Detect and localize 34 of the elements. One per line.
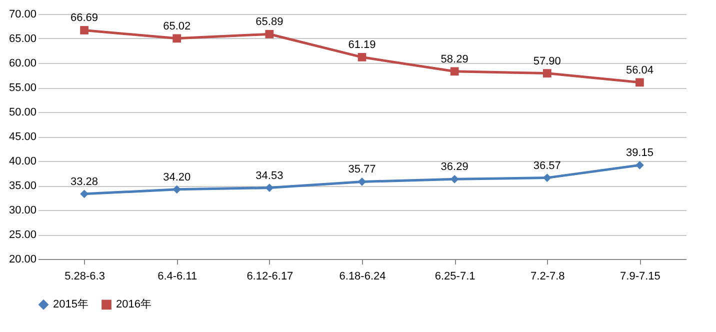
y-tick-label: 50.00 (8, 106, 36, 118)
data-label: 65.89 (256, 16, 284, 28)
data-label: 36.29 (440, 161, 468, 174)
y-tick-label: 45.00 (8, 131, 36, 143)
y-tick-label: 70.00 (8, 8, 36, 20)
y-tick-label: 40.00 (8, 156, 36, 168)
y-tick-label: 55.00 (8, 82, 36, 94)
y-tick-label: 35.00 (8, 180, 36, 192)
data-label: 58.29 (440, 53, 468, 66)
data-label: 33.28 (70, 176, 98, 188)
data-label: 56.04 (626, 64, 654, 76)
y-tick-label: 30.00 (8, 204, 36, 216)
legend-label: 2016年 (116, 298, 152, 311)
data-label: 61.19 (348, 39, 376, 52)
x-tick-label: 6.12-6.17 (246, 270, 294, 282)
y-tick-label: 20.00 (8, 254, 36, 266)
x-tick-label: 7.2-7.8 (530, 270, 565, 282)
data-label: 66.69 (70, 12, 98, 24)
y-tick-label: 60.00 (8, 58, 36, 70)
data-label: 36.57 (533, 160, 561, 172)
x-tick-label: 7.9-7.15 (620, 270, 660, 282)
data-label: 34.53 (256, 170, 284, 182)
x-tick-label: 6.4-6.11 (158, 270, 198, 282)
data-label: 39.15 (626, 147, 654, 160)
x-tick-label: 5.28-6.3 (64, 270, 105, 282)
data-label: 34.20 (163, 171, 191, 184)
x-tick-label: 6.25-7.1 (434, 270, 476, 282)
y-tick-label: 65.00 (8, 33, 36, 45)
y-tick-label: 25.00 (8, 229, 36, 241)
legend-label: 2015年 (53, 298, 88, 311)
data-label: 65.02 (163, 20, 191, 32)
data-label: 35.77 (348, 164, 376, 176)
data-label: 57.90 (533, 55, 561, 68)
x-tick-label: 6.18-6.24 (339, 270, 386, 282)
